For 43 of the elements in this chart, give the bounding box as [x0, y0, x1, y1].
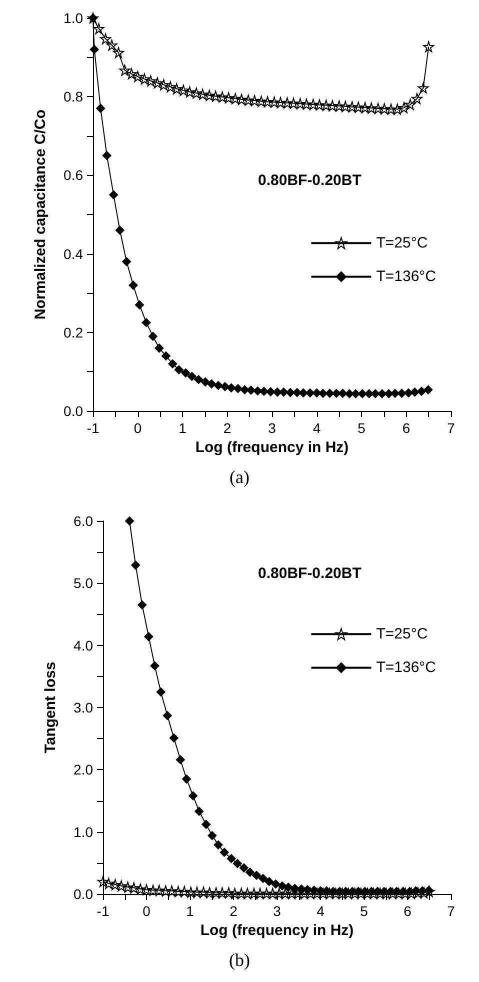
y-tick-label: 0.0: [74, 886, 94, 902]
x-tick-label: 7: [447, 420, 456, 436]
x-tick-label: 0: [142, 903, 151, 919]
x-tick-label: 6: [402, 420, 410, 436]
x-tick-label: 0: [134, 420, 142, 436]
y-tick-label: 3.0: [74, 700, 94, 716]
y-tick-label: 5.0: [74, 575, 94, 592]
x-tick-label: 4: [316, 903, 325, 919]
text: (b): [229, 950, 250, 970]
x-tick-label: 5: [358, 420, 366, 436]
text: (a): [230, 467, 250, 487]
legend-label: T=136°C: [376, 659, 436, 676]
y-tick-label: 6.0: [74, 513, 94, 529]
x-tick-label: 1: [178, 420, 187, 436]
y-tick-label: 0.8: [64, 88, 84, 105]
y-tick-label: 0.4: [64, 246, 84, 262]
text: 0.80BF-0.20BT: [258, 172, 362, 189]
x-tick-label: 5: [360, 903, 368, 919]
text: 0.80BF-0.20BT: [258, 565, 362, 582]
x-tick-label: 6: [404, 903, 412, 919]
x-tick-label: -1: [96, 903, 110, 919]
y-tick-label: 2.0: [74, 762, 94, 778]
y-tick-label: 0.6: [64, 167, 84, 184]
y-tick-label: 0.0: [64, 403, 84, 419]
x-axis-title: Log (frequency in Hz): [200, 922, 354, 939]
legend-label: T=25°C: [376, 626, 428, 643]
x-tick-label: -1: [86, 420, 100, 436]
legend-label: T=136°C: [376, 268, 436, 286]
legend-label: T=25°C: [376, 234, 428, 252]
y-tick-label: 0.2: [64, 324, 84, 340]
y-axis-title: Tangent loss: [42, 662, 59, 754]
x-axis-title: Log (frequency in Hz): [195, 438, 349, 456]
x-tick-label: 3: [273, 903, 282, 919]
x-tick-label: 4: [312, 420, 321, 436]
y-axis-title: Normalized capacitance C/Co: [32, 109, 49, 320]
y-tick-label: 4.0: [74, 637, 94, 654]
x-tick-label: 1: [186, 903, 194, 919]
y-tick-label: 1.0: [74, 824, 94, 840]
x-tick-label: 2: [230, 903, 238, 919]
x-tick-label: 2: [223, 420, 232, 436]
x-tick-label: 7: [447, 903, 456, 919]
x-tick-label: 3: [268, 420, 276, 436]
y-tick-label: 1.0: [64, 10, 84, 26]
